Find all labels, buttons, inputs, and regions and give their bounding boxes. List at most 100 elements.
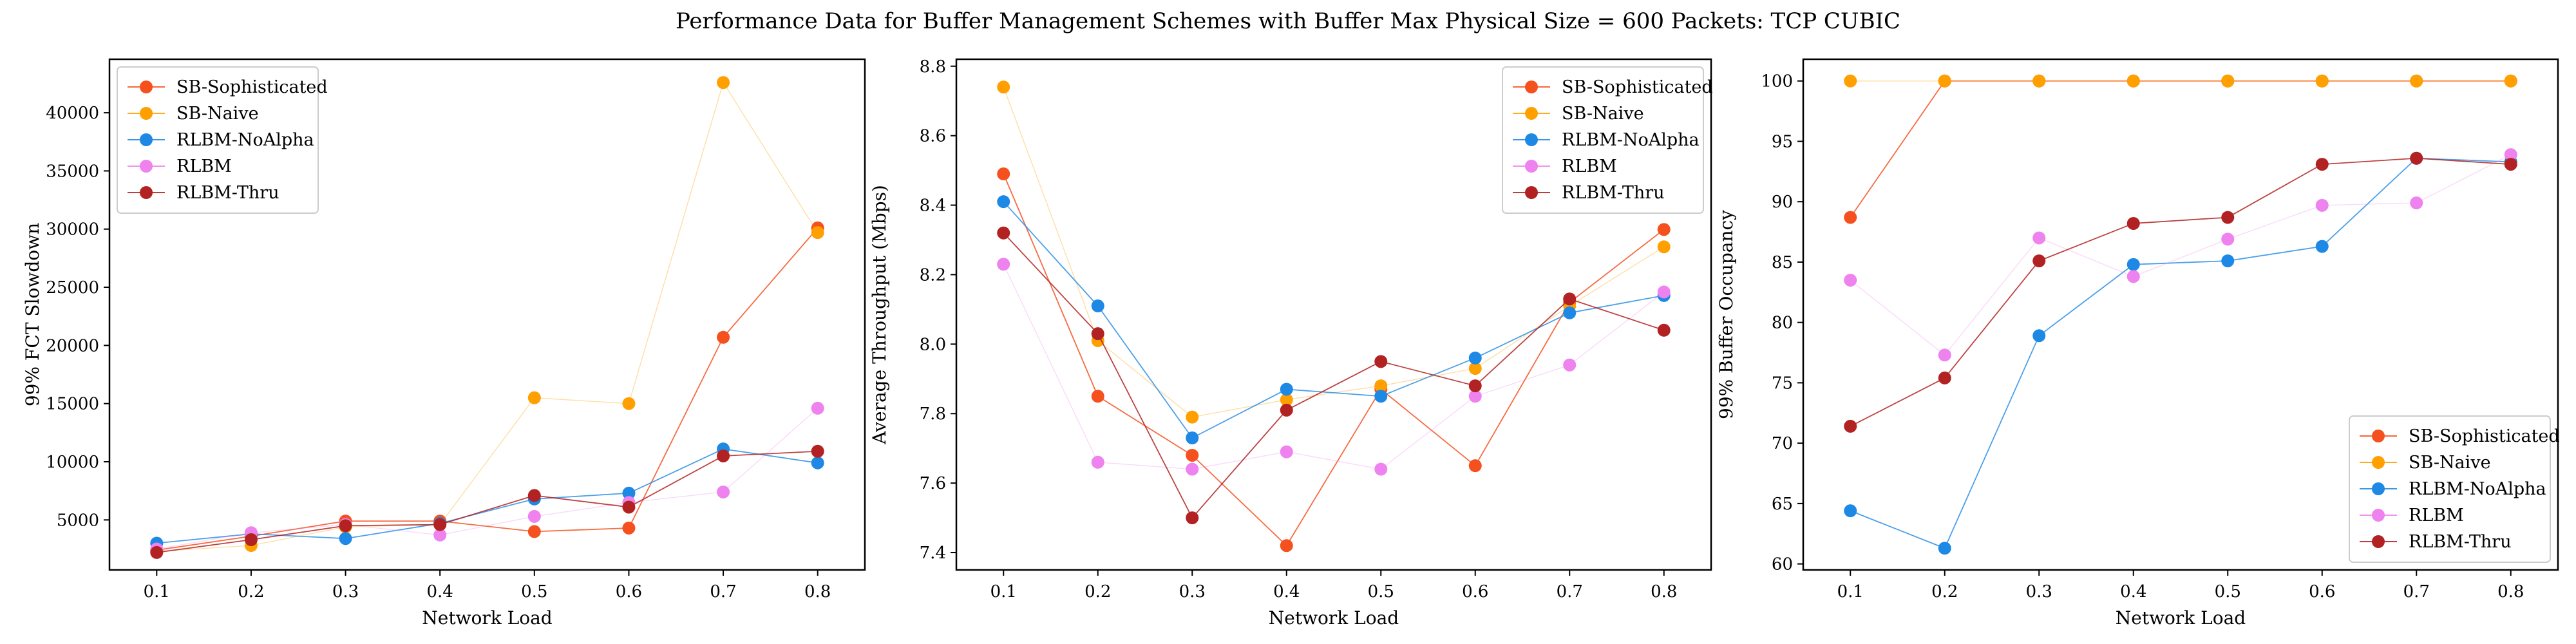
data-point-rlbm xyxy=(997,258,1010,271)
series-line-rlbm xyxy=(1850,154,2512,356)
legend-label: RLBM xyxy=(1562,156,1617,176)
legend-marker xyxy=(140,160,153,173)
legend-item-rlbm-thru: RLBM-Thru xyxy=(2360,532,2512,552)
data-point-rlbm-thru xyxy=(1468,379,1482,393)
legend: SB-Sophisticated SB-Naive RLBM-NoAlpha RLBM… xyxy=(2349,415,2560,563)
x-tick-label: 0.7 xyxy=(710,582,736,601)
series-line-rlbm-thru xyxy=(1850,157,2511,427)
data-point-rlbm xyxy=(433,528,447,542)
data-point-rlbm-thru xyxy=(2032,254,2046,268)
series-rlbm xyxy=(1844,148,2517,362)
y-axis-label: Average Throughput (Mbps) xyxy=(869,185,890,445)
legend-label: RLBM-Thru xyxy=(1562,183,1665,203)
x-axis-label: Network Load xyxy=(2116,607,2246,629)
data-point-rlbm xyxy=(1563,358,1577,372)
data-point-rlbm-noalpha xyxy=(811,456,824,469)
data-point-sb-naive xyxy=(717,76,730,90)
y-tick-label: 8.2 xyxy=(920,265,946,285)
data-point-rlbm-thru xyxy=(2410,151,2423,165)
data-point-rlbm-thru xyxy=(1563,292,1577,306)
data-point-sb-sophisticated xyxy=(997,167,1010,181)
legend-box xyxy=(1502,66,1704,214)
data-point-sb-naive xyxy=(997,80,1010,94)
data-point-sb-naive xyxy=(1844,74,1857,88)
legend-box xyxy=(117,66,319,214)
data-point-rlbm xyxy=(2221,232,2235,246)
data-point-rlbm-noalpha xyxy=(1374,390,1388,403)
y-tick-label: 8.0 xyxy=(920,335,946,354)
y-tick-label: 8.8 xyxy=(920,57,946,77)
data-point-sb-sophisticated xyxy=(622,521,636,535)
x-tick-label: 0.6 xyxy=(616,582,642,601)
series-rlbm xyxy=(997,258,1671,476)
data-point-sb-sophisticated xyxy=(1844,211,1857,224)
data-point-rlbm-noalpha xyxy=(1091,299,1104,313)
y-tick-label: 8.6 xyxy=(920,127,946,146)
y-tick-label: 8.4 xyxy=(920,196,946,216)
legend-marker xyxy=(2372,482,2385,495)
data-point-sb-naive xyxy=(1468,362,1482,375)
data-point-rlbm-thru xyxy=(433,518,447,531)
data-point-rlbm-thru xyxy=(244,533,258,547)
data-point-sb-sophisticated xyxy=(527,525,541,538)
data-point-sb-naive xyxy=(2221,74,2235,88)
legend-item-rlbm-noalpha: RLBM-NoAlpha xyxy=(128,130,314,150)
y-tick-label: 20000 xyxy=(46,336,99,355)
series-line-rlbm-noalpha xyxy=(1850,157,2511,549)
legend-label: SB-Sophisticated xyxy=(2409,426,2560,446)
legend-marker xyxy=(140,186,153,199)
data-point-sb-sophisticated xyxy=(1468,459,1482,473)
y-tick-label: 100 xyxy=(1761,72,1793,91)
series-line-sb-sophisticated xyxy=(156,227,819,551)
legend-marker xyxy=(1525,107,1538,120)
data-point-rlbm xyxy=(2032,231,2046,245)
legend-label: SB-Naive xyxy=(176,104,259,124)
data-point-sb-naive xyxy=(2032,74,2046,88)
y-tick-label: 7.6 xyxy=(920,474,946,493)
legend-box xyxy=(2349,415,2551,563)
data-point-rlbm-noalpha xyxy=(622,486,636,500)
data-point-rlbm-thru xyxy=(1657,323,1671,337)
data-point-sb-naive xyxy=(527,391,541,404)
y-tick-label: 25000 xyxy=(46,278,99,298)
x-axis-label: Network Load xyxy=(1269,607,1399,629)
legend-marker xyxy=(2372,430,2385,442)
x-tick-label: 0.7 xyxy=(2403,582,2430,601)
y-tick-label: 15000 xyxy=(46,395,99,414)
x-tick-label: 0.4 xyxy=(2120,582,2146,601)
legend-marker xyxy=(2372,535,2385,548)
data-point-rlbm-thru xyxy=(717,449,730,462)
legend-item-rlbm: RLBM xyxy=(2360,506,2464,526)
legend-label: RLBM xyxy=(2409,506,2464,526)
data-point-rlbm-noalpha xyxy=(1186,431,1199,445)
data-point-rlbm-noalpha xyxy=(1563,306,1577,319)
legend-item-sb-sophisticated: SB-Sophisticated xyxy=(1513,77,1713,97)
data-point-rlbm-noalpha xyxy=(2315,240,2329,253)
data-point-rlbm-thru xyxy=(997,226,1010,240)
data-point-sb-sophisticated xyxy=(1280,539,1293,553)
series-line-rlbm xyxy=(1003,263,1665,470)
legend-item-rlbm: RLBM xyxy=(128,156,232,176)
data-point-sb-sophisticated xyxy=(717,330,730,344)
data-point-rlbm xyxy=(1374,462,1388,476)
data-point-sb-naive xyxy=(1186,410,1199,424)
x-tick-label: 0.1 xyxy=(990,582,1017,601)
data-point-sb-sophisticated xyxy=(1091,390,1104,403)
legend-item-sb-naive: SB-Naive xyxy=(128,104,259,124)
plot-frame xyxy=(1802,58,2559,571)
y-tick-label: 80 xyxy=(1772,314,1793,333)
data-point-rlbm xyxy=(527,509,541,523)
x-tick-label: 0.5 xyxy=(2215,582,2241,601)
data-point-rlbm xyxy=(2315,198,2329,212)
x-tick-label: 0.6 xyxy=(1462,582,1488,601)
y-tick-label: 5000 xyxy=(57,511,99,530)
data-point-rlbm-noalpha xyxy=(2032,329,2046,343)
data-point-sb-naive xyxy=(2504,74,2517,88)
legend-marker xyxy=(1525,80,1538,93)
figure-title: Performance Data for Buffer Management S… xyxy=(676,8,1900,34)
data-point-rlbm xyxy=(2410,196,2423,210)
x-tick-label: 0.4 xyxy=(1273,582,1300,601)
y-tick-label: 75 xyxy=(1772,374,1793,393)
y-tick-label: 7.8 xyxy=(920,404,946,424)
legend-marker xyxy=(2372,509,2385,522)
